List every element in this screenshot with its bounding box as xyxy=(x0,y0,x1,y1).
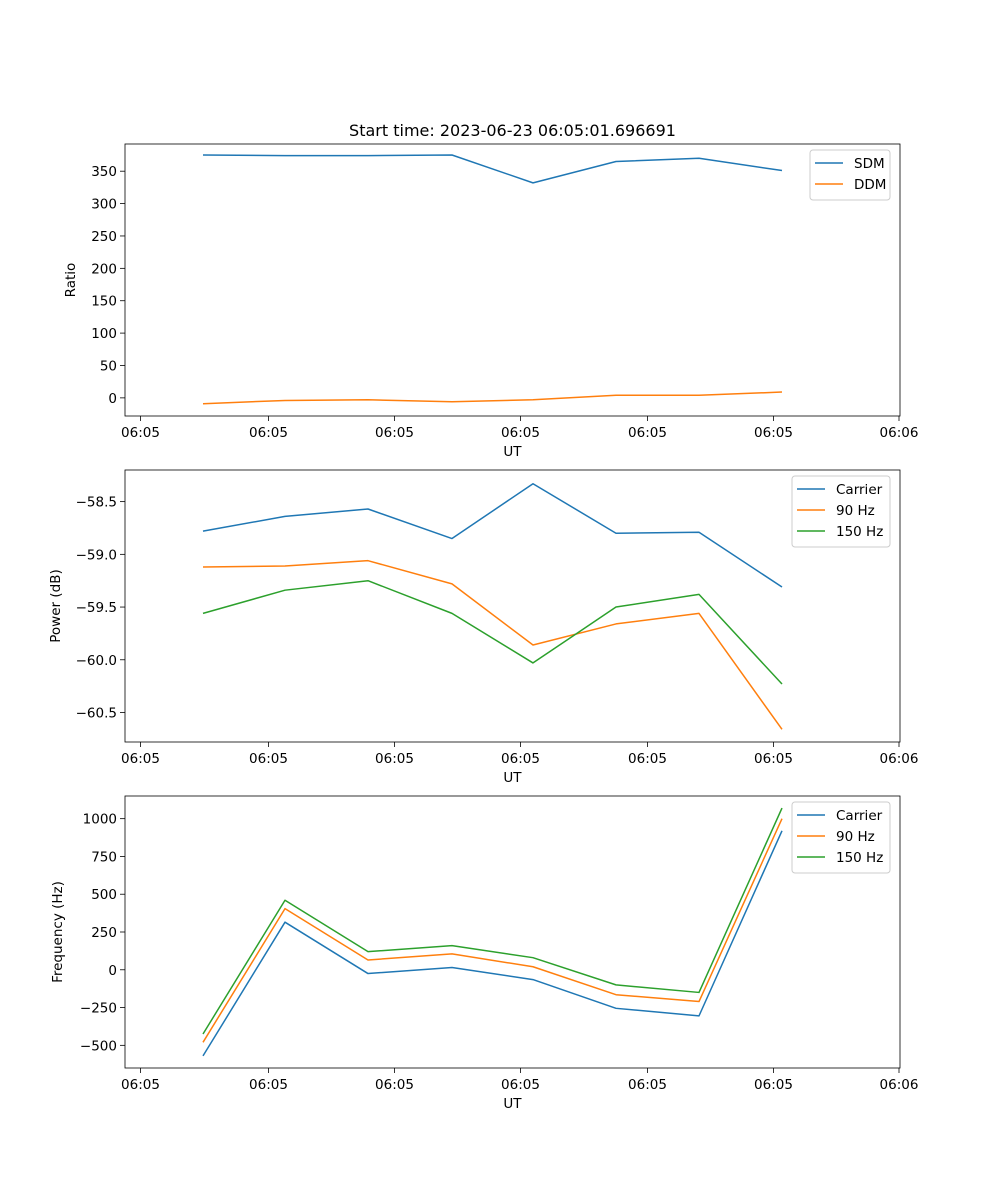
x-tick-label: 06:05 xyxy=(375,1077,414,1093)
legend: Carrier 90 Hz 150 Hz xyxy=(791,475,891,548)
x-tick-label: 06:05 xyxy=(754,751,793,767)
legend-entry: SDM xyxy=(854,156,885,172)
legend: Carrier 90 Hz 150 Hz xyxy=(791,801,891,874)
charts-container: 06:05 06:05 06:05 06:05 06:05 06:05 06:06 0 50 10… xyxy=(48,143,919,1112)
y-tick-label: 250 xyxy=(91,925,117,941)
series-line-90-hz xyxy=(202,818,783,1043)
legend-entry: 90 Hz xyxy=(836,829,875,845)
y-tick-label: −59.0 xyxy=(76,547,117,563)
legend-entry: Carrier xyxy=(836,808,883,824)
legend-entry: 150 Hz xyxy=(836,850,883,866)
y-tick-label: −60.5 xyxy=(76,705,117,721)
y-tick-label: −58.5 xyxy=(76,495,117,511)
x-tick-label: 06:05 xyxy=(249,425,288,441)
x-tick-label: 06:06 xyxy=(880,425,919,441)
y-axis-label: Power (dB) xyxy=(48,569,64,642)
y-tick-label: 300 xyxy=(91,197,117,213)
y-tick-label: 250 xyxy=(91,229,117,245)
legend-entry: Carrier xyxy=(836,482,883,498)
y-tick-label: 150 xyxy=(91,294,117,310)
legend-entry: 150 Hz xyxy=(836,524,883,540)
y-tick-label: 100 xyxy=(91,326,117,342)
chart-panel-3: 06:05 06:05 06:05 06:05 06:05 06:05 06:06 1000 7… xyxy=(50,795,919,1112)
figure-title: Start time: 2023-06-23 06:05:01.696691 xyxy=(349,121,676,140)
series-line-carrier xyxy=(202,830,783,1057)
series-line-ddm xyxy=(202,391,783,405)
x-tick-label: 06:06 xyxy=(880,751,919,767)
x-tick-label: 06:05 xyxy=(501,751,540,767)
series-line-carrier xyxy=(202,482,783,588)
y-tick-label: 50 xyxy=(100,358,117,374)
y-tick-label: 350 xyxy=(91,164,117,180)
series-line-sdm xyxy=(202,154,783,184)
axes-frame xyxy=(124,469,901,743)
x-axis-label: UT xyxy=(503,444,522,460)
y-tick-label: −250 xyxy=(80,1001,117,1017)
legend-box xyxy=(791,475,891,548)
y-tick-label: −60.0 xyxy=(76,653,117,669)
x-axis-label: UT xyxy=(503,770,522,786)
chart-panel-2: 06:05 06:05 06:05 06:05 06:05 06:05 06:06 −58.5… xyxy=(48,469,919,786)
x-tick-label: 06:05 xyxy=(754,1077,793,1093)
chart-panel-1: 06:05 06:05 06:05 06:05 06:05 06:05 06:06 0 50 10… xyxy=(63,143,919,460)
series-line-150-hz xyxy=(202,579,783,685)
x-tick-label: 06:05 xyxy=(249,751,288,767)
legend-entry: 90 Hz xyxy=(836,503,875,519)
y-tick-label: 0 xyxy=(108,391,117,407)
x-tick-label: 06:05 xyxy=(375,751,414,767)
x-tick-label: 06:05 xyxy=(501,425,540,441)
series-line-90-hz xyxy=(202,559,783,730)
legend: SDM DDM xyxy=(809,149,891,201)
axes-frame xyxy=(124,143,901,417)
y-tick-label: 1000 xyxy=(83,812,117,828)
x-tick-label: 06:05 xyxy=(121,425,160,441)
x-tick-label: 06:05 xyxy=(628,1077,667,1093)
y-axis-label: Ratio xyxy=(63,263,79,298)
x-tick-label: 06:05 xyxy=(121,751,160,767)
x-tick-label: 06:05 xyxy=(375,425,414,441)
x-axis-label: UT xyxy=(503,1096,522,1112)
y-tick-label: −59.5 xyxy=(76,600,117,616)
y-tick-label: 200 xyxy=(91,261,117,277)
y-axis-label: Frequency (Hz) xyxy=(50,881,66,983)
legend-box xyxy=(791,801,891,874)
y-tick-label: 750 xyxy=(91,849,117,865)
x-tick-label: 06:05 xyxy=(249,1077,288,1093)
y-tick-label: 500 xyxy=(91,887,117,903)
x-tick-label: 06:05 xyxy=(628,425,667,441)
x-tick-label: 06:06 xyxy=(880,1077,919,1093)
series-line-150-hz xyxy=(202,807,783,1035)
x-tick-label: 06:05 xyxy=(501,1077,540,1093)
y-tick-label: −500 xyxy=(80,1038,117,1054)
x-tick-label: 06:05 xyxy=(754,425,793,441)
x-tick-label: 06:05 xyxy=(628,751,667,767)
y-tick-label: 0 xyxy=(108,963,117,979)
legend-entry: DDM xyxy=(854,177,886,193)
x-tick-label: 06:05 xyxy=(121,1077,160,1093)
